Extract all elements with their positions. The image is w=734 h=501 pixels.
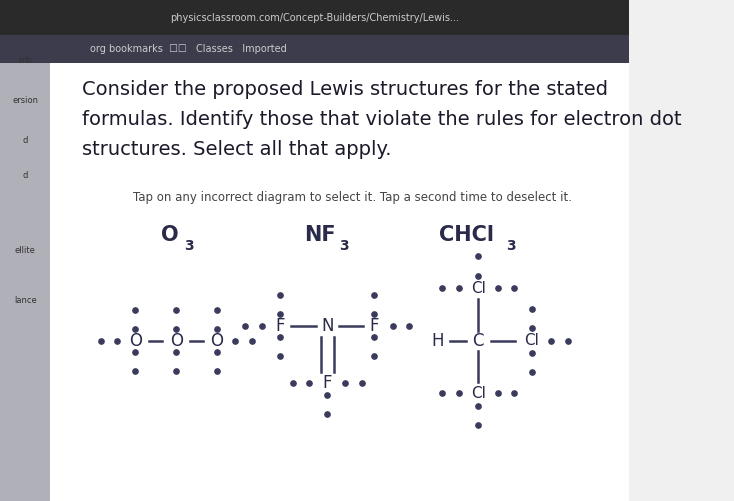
Text: d: d (23, 171, 28, 180)
Text: O: O (170, 332, 183, 350)
Text: Cl: Cl (524, 333, 539, 348)
Text: d: d (23, 136, 28, 145)
Text: formulas. Identify those that violate the rules for electron dot: formulas. Identify those that violate th… (81, 110, 681, 129)
Text: ersion: ersion (12, 96, 38, 105)
Text: ellite: ellite (15, 246, 36, 255)
Text: structures. Select all that apply.: structures. Select all that apply. (81, 140, 391, 159)
Bar (0, 0, 629, 35)
Text: O: O (211, 332, 224, 350)
Bar (0, 63, 51, 501)
Text: org bookmarks  ☐☐   Classes   Imported: org bookmarks ☐☐ Classes Imported (90, 44, 287, 54)
Bar (0, 35, 629, 63)
Text: lance: lance (14, 296, 37, 305)
Text: C: C (473, 332, 484, 350)
Text: Cl: Cl (470, 386, 486, 401)
Text: Cl: Cl (470, 281, 486, 296)
Text: H: H (431, 332, 443, 350)
Text: F: F (370, 317, 379, 335)
Text: F: F (275, 317, 285, 335)
Text: Consider the proposed Lewis structures for the stated: Consider the proposed Lewis structures f… (81, 80, 608, 99)
Text: 3: 3 (339, 239, 349, 254)
Text: 3: 3 (184, 239, 194, 254)
Text: CHCl: CHCl (440, 225, 495, 245)
Text: Tap on any incorrect diagram to select it. Tap a second time to deselect it.: Tap on any incorrect diagram to select i… (133, 191, 572, 204)
Text: mb: mb (18, 56, 32, 65)
Text: O: O (161, 225, 178, 245)
Text: F: F (322, 374, 332, 392)
Bar (51, 63, 629, 501)
Text: O: O (128, 332, 142, 350)
Text: 3: 3 (506, 239, 516, 254)
Text: NF: NF (304, 225, 335, 245)
Text: N: N (321, 317, 333, 335)
Text: physicsclassroom.com/Concept-Builders/Chemistry/Lewis...: physicsclassroom.com/Concept-Builders/Ch… (170, 13, 459, 23)
